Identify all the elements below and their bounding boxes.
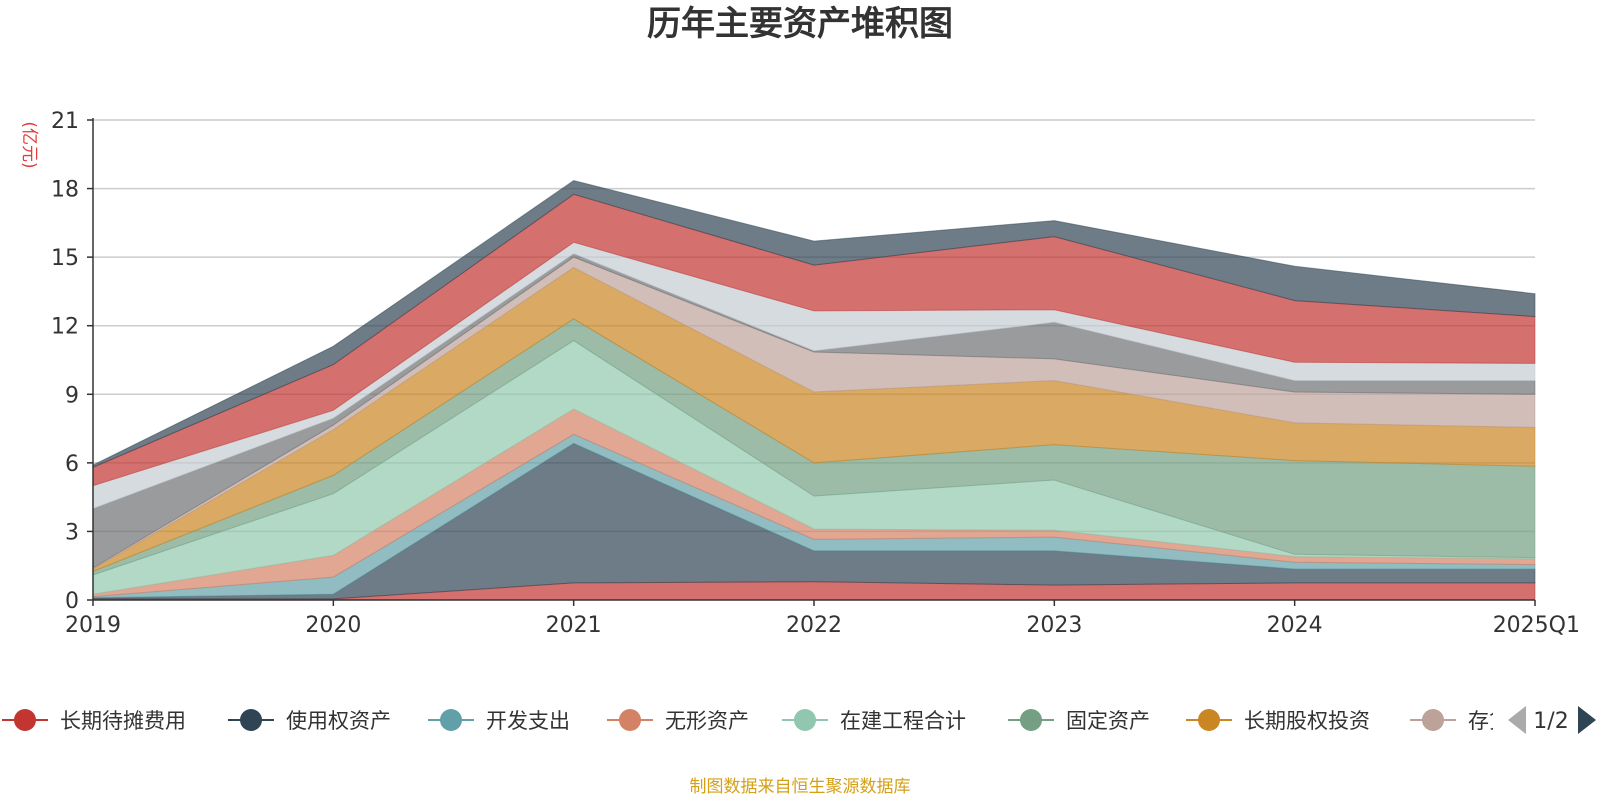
legend-item[interactable]: 无形资产 [607, 709, 749, 733]
series-areas [92, 180, 1536, 601]
legend-next-icon[interactable] [1578, 706, 1596, 734]
source-note: 制图数据来自恒生聚源数据库 [690, 777, 911, 797]
legend-marker-icon [1198, 709, 1220, 731]
legend-label: 固定资产 [1066, 709, 1150, 733]
x-tick-label: 2024 [1267, 613, 1323, 638]
legend-marker-icon [440, 709, 462, 731]
legend-prev-icon[interactable] [1508, 706, 1526, 734]
x-tick-label: 2025Q1 [1493, 613, 1580, 638]
legend-items: 长期待摊费用 使用权资产 开发支出 无形资产 在建工程合计 固定资产 长期股权投资 存货 [2, 709, 1510, 733]
x-tick-label: 2022 [786, 613, 842, 638]
legend-item[interactable]: 固定资产 [1008, 709, 1150, 733]
y-tick-label: 9 [65, 383, 79, 408]
legend-pager: 1/2 [1508, 706, 1596, 734]
legend-label: 使用权资产 [286, 709, 391, 733]
legend-marker-icon [794, 709, 816, 731]
legend-item[interactable]: 使用权资产 [228, 709, 391, 733]
legend-label: 无形资产 [665, 709, 749, 733]
y-tick-label: 15 [51, 246, 79, 271]
legend-item[interactable]: 在建工程合计 [782, 709, 966, 733]
legend-item[interactable]: 长期待摊费用 [2, 709, 186, 733]
legend-item[interactable]: 长期股权投资 [1186, 709, 1370, 733]
y-tick-label: 6 [65, 452, 79, 477]
legend-marker-icon [1422, 709, 1444, 731]
legend: 长期待摊费用 使用权资产 开发支出 无形资产 在建工程合计 固定资产 长期股权投资 存货 [2, 709, 1510, 733]
legend-item[interactable]: 存货 [1410, 709, 1510, 733]
y-unit-label: (亿元) [19, 121, 39, 168]
x-tick-label: 2019 [65, 613, 121, 638]
y-tick-label: 3 [65, 520, 79, 545]
legend-page-indicator: 1/2 [1533, 709, 1568, 734]
x-tick-label: 2020 [305, 613, 361, 638]
x-tick-label: 2021 [546, 613, 602, 638]
legend-label: 存货 [1468, 709, 1510, 733]
legend-label: 长期待摊费用 [60, 709, 186, 733]
y-tick-label: 0 [65, 589, 79, 614]
y-tick-label: 18 [51, 178, 79, 203]
legend-marker-icon [240, 709, 262, 731]
y-tick-label: 12 [51, 315, 79, 340]
series-area-11 [92, 180, 1536, 469]
legend-marker-icon [14, 709, 36, 731]
legend-label: 长期股权投资 [1244, 709, 1370, 733]
legend-label: 在建工程合计 [840, 709, 966, 733]
y-tick-label: 21 [51, 109, 79, 134]
legend-item[interactable]: 开发支出 [428, 709, 570, 733]
legend-marker-icon [1020, 709, 1042, 731]
legend-label: 开发支出 [486, 709, 570, 733]
axes: 0 3 6 9 12 15 18 21 2019 2020 2021 2022 2023 2024 2025… [51, 109, 1580, 638]
legend-marker-icon [619, 709, 641, 731]
chart-title: 历年主要资产堆积图 [647, 4, 953, 44]
x-tick-label: 2023 [1026, 613, 1082, 638]
